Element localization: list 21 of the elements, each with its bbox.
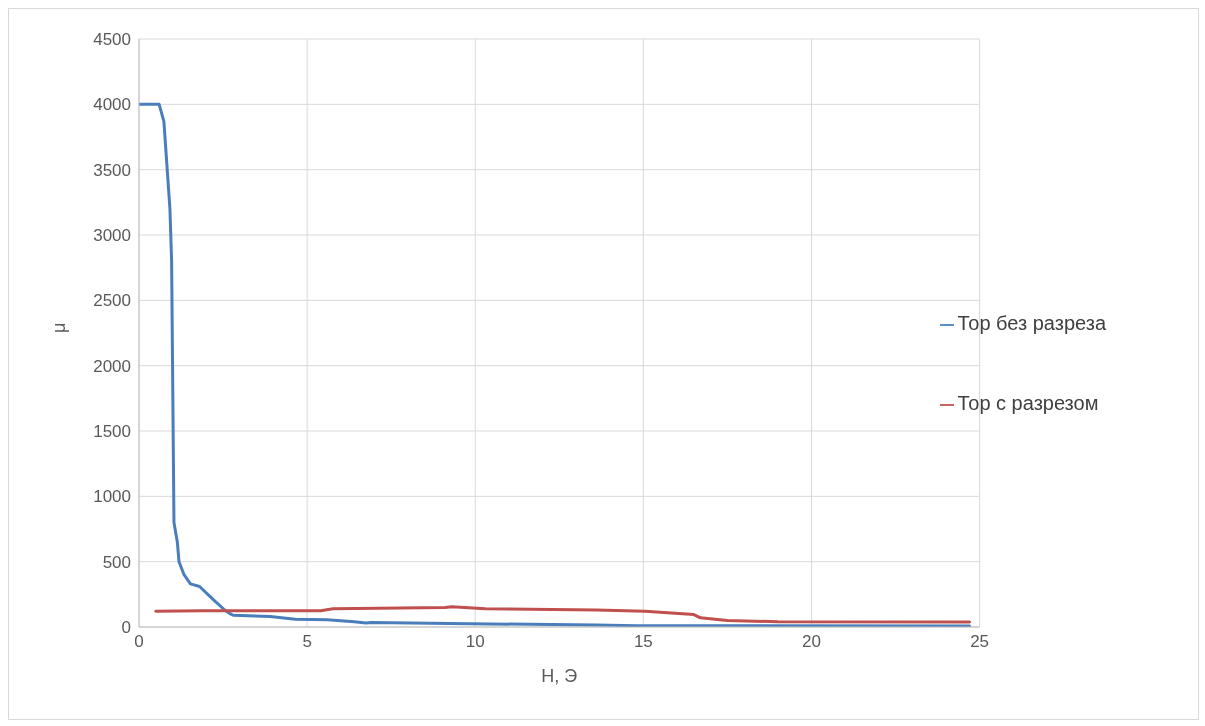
x-tick-label: 25	[970, 632, 990, 652]
legend-label: Тор без разреза	[957, 312, 1106, 334]
y-tick-label: 2500	[93, 291, 131, 311]
x-tick-label: 0	[134, 632, 144, 652]
y-tick-label: 1000	[93, 487, 131, 507]
x-tick-label: 20	[802, 632, 821, 652]
y-tick-label: 4000	[93, 95, 131, 115]
y-axis-title: μ	[49, 322, 70, 333]
y-tick-label: 3000	[93, 226, 131, 246]
legend-label: Тор с разрезом	[957, 392, 1099, 414]
x-tick-label: 10	[465, 632, 485, 652]
x-tick-label: 5	[302, 632, 312, 652]
line-series	[154, 605, 972, 624]
y-tick-label: 4500	[93, 30, 131, 50]
x-tick-label: 15	[633, 632, 653, 652]
y-tick-label: 0	[121, 618, 131, 638]
y-tick-label: 3500	[93, 160, 131, 180]
y-tick-label: 500	[102, 552, 131, 572]
y-tick-label: 2000	[93, 356, 131, 376]
y-tick-label: 1500	[93, 422, 131, 442]
x-axis-title: H, Э	[541, 666, 578, 686]
